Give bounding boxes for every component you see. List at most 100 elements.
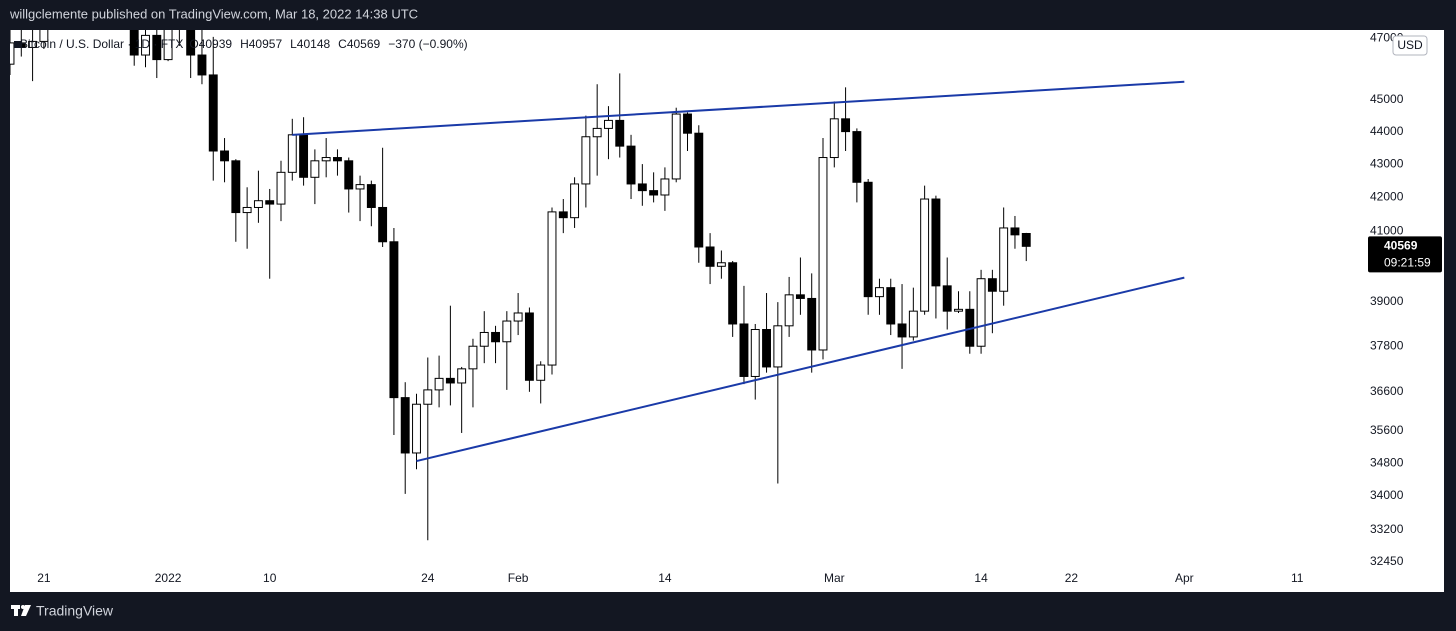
candle-body xyxy=(445,377,455,384)
candle-body xyxy=(344,160,354,190)
candle-body xyxy=(615,119,625,147)
candle-body xyxy=(762,329,771,368)
y-tick-label: 45000 xyxy=(1370,92,1404,106)
candle-body xyxy=(886,287,896,325)
candle-body xyxy=(208,74,218,152)
candle-body xyxy=(1021,232,1031,247)
candle-body xyxy=(333,157,342,162)
candle-body xyxy=(931,198,941,287)
candle-body xyxy=(186,30,196,56)
y-tick-label: 39000 xyxy=(1370,294,1404,308)
candle-body xyxy=(389,241,399,399)
candle-body xyxy=(592,127,602,138)
candle-body xyxy=(818,157,828,351)
legend-value: L40148 xyxy=(290,37,330,51)
candle-body xyxy=(39,30,49,42)
candle-body xyxy=(773,325,783,368)
candle-body xyxy=(197,54,207,76)
candle-body xyxy=(558,211,568,219)
candle-body xyxy=(728,262,738,325)
y-tick-label: 37800 xyxy=(1370,338,1404,352)
last-price-label: 40569 xyxy=(1384,239,1418,253)
candle-body xyxy=(570,183,580,219)
y-tick-label: 33200 xyxy=(1370,522,1404,536)
candle-body xyxy=(987,278,997,292)
y-tick-label: 35600 xyxy=(1370,423,1404,437)
candle-body xyxy=(378,206,388,243)
currency-label: USD xyxy=(1397,38,1423,52)
trendline xyxy=(416,276,1185,463)
candle-body xyxy=(852,131,862,183)
candle-body xyxy=(265,200,275,205)
candle-body xyxy=(524,312,534,381)
legend-value: H40957 xyxy=(240,37,282,51)
candle-body xyxy=(434,377,444,391)
candle-body xyxy=(457,368,467,384)
x-tick-label: 24 xyxy=(421,571,435,585)
candle-body xyxy=(231,160,241,214)
candle-body xyxy=(671,113,681,180)
candle-body xyxy=(750,329,760,377)
y-tick-label: 32450 xyxy=(1370,554,1404,568)
candle-body xyxy=(423,389,433,405)
candle-body xyxy=(875,287,884,298)
y-tick-label: 42000 xyxy=(1370,190,1404,204)
candle-body xyxy=(479,331,489,347)
footer-brand: TradingView xyxy=(36,603,114,619)
candle-body xyxy=(152,34,162,61)
candle-body xyxy=(412,403,421,454)
candle-body xyxy=(920,198,930,312)
candle-body xyxy=(129,30,139,56)
y-tick-label: 43000 xyxy=(1370,156,1404,170)
legend-value: O40939 xyxy=(189,37,232,51)
candle-body xyxy=(795,294,805,299)
countdown-label: 09:21:59 xyxy=(1384,256,1431,270)
y-tick-label: 41000 xyxy=(1370,224,1404,238)
candle-body xyxy=(163,30,173,61)
candle-body xyxy=(502,320,512,343)
x-tick-label: Feb xyxy=(508,571,529,585)
plot-area xyxy=(10,30,1185,541)
candle-body xyxy=(400,397,410,454)
last-price-tag xyxy=(1368,236,1442,273)
candle-body xyxy=(807,297,817,351)
currency-box xyxy=(1392,35,1428,56)
logo xyxy=(11,605,31,616)
x-tick-label: 2022 xyxy=(155,571,182,585)
y-tick-label: 36600 xyxy=(1370,384,1404,398)
overlay: 32450 33200 34000 34800 35600 36600 37800 39000… xyxy=(14,31,1442,585)
candle-body xyxy=(863,181,873,298)
candle-body xyxy=(637,183,647,192)
candle-body xyxy=(694,132,704,248)
candle-body xyxy=(468,345,478,370)
candle-body xyxy=(10,42,15,65)
candle-body xyxy=(513,312,523,322)
candle-body xyxy=(841,118,851,133)
x-tick-label: Apr xyxy=(1175,571,1194,585)
x-tick-label: 22 xyxy=(1065,571,1079,585)
candle-body xyxy=(908,310,918,338)
candle-body xyxy=(784,294,794,327)
candle-body xyxy=(683,113,692,134)
x-tick-label: Mar xyxy=(824,571,845,585)
candle-body xyxy=(999,227,1009,292)
candle-body xyxy=(649,190,659,196)
legend-icon xyxy=(14,41,21,48)
candle-body xyxy=(355,184,365,190)
candle-body xyxy=(660,178,670,196)
candle-body xyxy=(954,308,963,312)
candle-body xyxy=(220,150,229,162)
candle-body xyxy=(310,160,320,178)
candle-body xyxy=(321,157,331,162)
candle-body xyxy=(829,118,839,159)
y-tick-label: 34000 xyxy=(1370,488,1404,502)
candle-body xyxy=(141,34,150,56)
legend-value: C40569 xyxy=(338,37,380,51)
trendline xyxy=(292,80,1185,136)
candle-body xyxy=(253,200,263,208)
candle-body xyxy=(942,285,952,312)
candle-body xyxy=(536,364,546,381)
candle-body xyxy=(716,262,726,267)
